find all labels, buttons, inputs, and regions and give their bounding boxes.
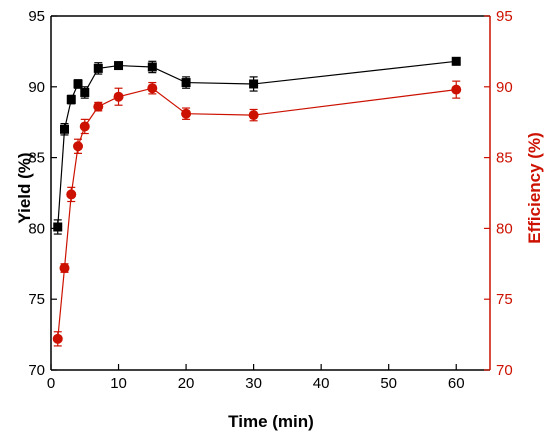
data-point — [93, 63, 103, 73]
right-y-tick-label: 90 — [496, 79, 513, 96]
x-axis-title: Time (min) — [228, 412, 314, 431]
data-point — [451, 56, 461, 66]
ticks: 0 10 20 30 40 50 60 70 75 80 85 90 95 70 75 80 85 90 95 — [28, 8, 512, 392]
data-point — [73, 141, 84, 152]
x-tick-label: 0 — [47, 375, 55, 392]
data-point — [147, 62, 157, 72]
data-point — [114, 61, 124, 71]
data-point — [60, 124, 70, 134]
x-tick-label: 30 — [245, 375, 262, 392]
series-layer — [52, 56, 462, 347]
left-y-axis-title: Yield (%) — [15, 152, 34, 223]
x-tick-label: 60 — [448, 375, 465, 392]
data-point — [147, 83, 158, 94]
data-point — [113, 91, 124, 102]
data-point — [79, 121, 90, 132]
right-y-tick-label: 75 — [496, 291, 513, 308]
data-point — [181, 108, 192, 119]
data-point — [181, 78, 191, 88]
right-y-tick-label: 70 — [496, 362, 513, 379]
x-tick-label: 50 — [380, 375, 397, 392]
data-point — [451, 84, 462, 95]
data-point — [53, 222, 63, 232]
data-point — [93, 101, 104, 112]
series-2-line — [57, 87, 457, 339]
x-tick-label: 10 — [110, 375, 127, 392]
left-y-tick-label: 70 — [28, 362, 45, 379]
right-y-tick-label: 85 — [496, 150, 513, 167]
x-tick-label: 40 — [313, 375, 330, 392]
data-point — [80, 87, 90, 97]
data-point — [52, 333, 63, 344]
axes-frame — [50, 15, 491, 371]
data-point — [66, 95, 76, 105]
data-point — [248, 110, 259, 121]
left-y-tick-label: 90 — [28, 79, 45, 96]
left-y-tick-label: 95 — [28, 8, 45, 25]
right-y-axis-title: Efficiency (%) — [525, 132, 544, 243]
data-point — [66, 189, 77, 200]
left-y-tick-label: 85 — [28, 150, 45, 167]
x-tick-label: 20 — [178, 375, 195, 392]
data-point — [59, 263, 70, 274]
series-2 — [52, 80, 462, 347]
left-y-tick-label: 75 — [28, 291, 45, 308]
data-point — [249, 79, 259, 89]
left-y-tick-label: 80 — [28, 220, 45, 237]
series-1 — [53, 56, 461, 235]
data-point — [73, 79, 83, 89]
right-y-tick-label: 80 — [496, 220, 513, 237]
right-y-tick-label: 95 — [496, 8, 513, 25]
